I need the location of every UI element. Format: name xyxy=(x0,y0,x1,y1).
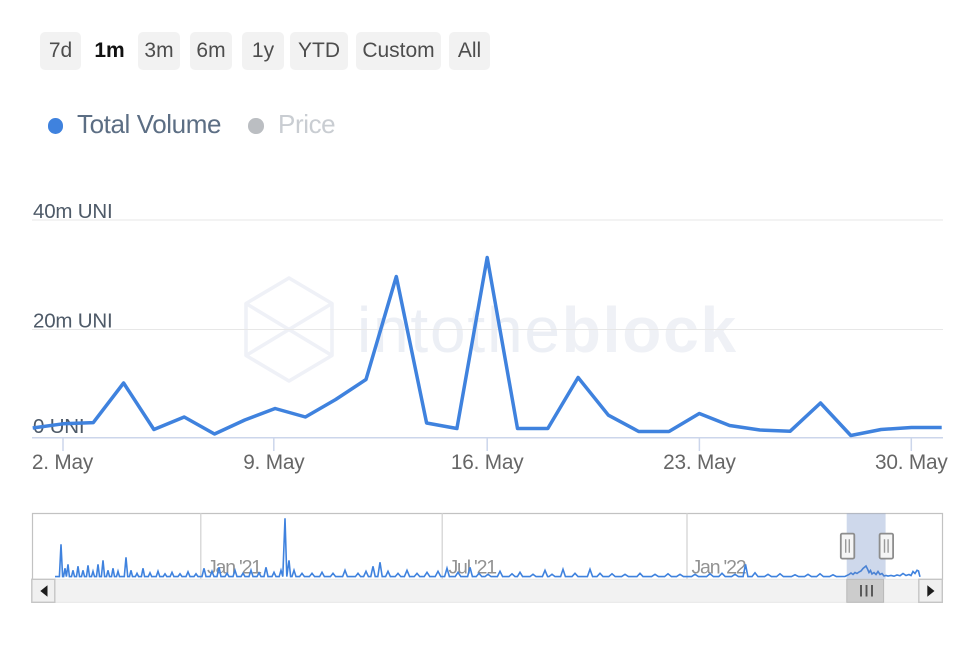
svg-text:Jul '21: Jul '21 xyxy=(449,557,497,579)
svg-text:20m UNI: 20m UNI xyxy=(33,310,112,333)
svg-text:16. May: 16. May xyxy=(451,451,524,474)
svg-text:Jan '22: Jan '22 xyxy=(692,557,746,579)
svg-text:2. May: 2. May xyxy=(32,451,94,474)
svg-text:9. May: 9. May xyxy=(243,451,305,474)
svg-text:0 UNI: 0 UNI xyxy=(33,415,84,438)
svg-text:23. May: 23. May xyxy=(663,451,736,474)
svg-text:40m UNI: 40m UNI xyxy=(33,200,112,223)
svg-text:30. May: 30. May xyxy=(875,451,948,474)
